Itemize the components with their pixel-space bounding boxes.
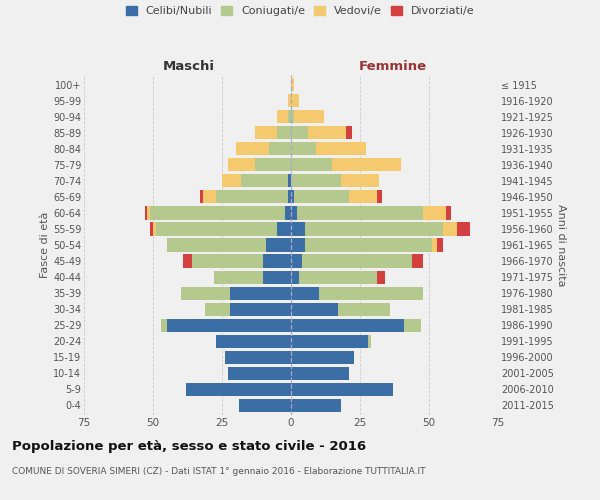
Bar: [167, 318, 291, 332]
Bar: [299, 270, 377, 283]
Text: Popolazione per età, sesso e stato civile - 2016: Popolazione per età, sesso e stato civil…: [12, 440, 366, 453]
Bar: [288, 174, 291, 188]
Bar: [291, 158, 332, 172]
Bar: [341, 174, 379, 188]
Text: Femmine: Femmine: [359, 60, 427, 72]
Bar: [291, 206, 296, 220]
Bar: [346, 126, 352, 140]
Bar: [291, 78, 294, 91]
Bar: [286, 206, 291, 220]
Bar: [291, 142, 316, 156]
Bar: [291, 318, 404, 332]
Bar: [263, 254, 291, 268]
Bar: [291, 366, 349, 380]
Bar: [167, 238, 266, 252]
Bar: [186, 383, 291, 396]
Bar: [412, 254, 424, 268]
Legend: Celibi/Nubili, Coniugati/e, Vedovi/e, Divorziati/e: Celibi/Nubili, Coniugati/e, Vedovi/e, Di…: [121, 1, 479, 20]
Bar: [305, 238, 432, 252]
Bar: [203, 190, 217, 203]
Bar: [222, 174, 241, 188]
Bar: [230, 286, 291, 300]
Bar: [294, 190, 349, 203]
Bar: [424, 206, 446, 220]
Bar: [150, 222, 153, 235]
Text: COMUNE DI SOVERIA SIMERI (CZ) - Dati ISTAT 1° gennaio 2016 - Elaborazione TUTTIT: COMUNE DI SOVERIA SIMERI (CZ) - Dati IST…: [12, 468, 425, 476]
Bar: [153, 222, 156, 235]
Bar: [291, 222, 305, 235]
Bar: [181, 286, 230, 300]
Bar: [263, 270, 291, 283]
Bar: [316, 142, 365, 156]
Bar: [291, 174, 341, 188]
Bar: [277, 126, 291, 140]
Bar: [214, 270, 263, 283]
Bar: [277, 222, 291, 235]
Bar: [291, 110, 294, 124]
Bar: [266, 238, 291, 252]
Bar: [291, 270, 299, 283]
Bar: [145, 206, 148, 220]
Bar: [377, 190, 382, 203]
Bar: [184, 254, 191, 268]
Bar: [305, 222, 443, 235]
Bar: [291, 334, 368, 348]
Bar: [332, 158, 401, 172]
Bar: [191, 254, 263, 268]
Bar: [338, 302, 391, 316]
Bar: [236, 142, 269, 156]
Bar: [288, 94, 291, 107]
Bar: [457, 222, 470, 235]
Bar: [291, 126, 308, 140]
Bar: [269, 142, 291, 156]
Bar: [227, 158, 255, 172]
Bar: [291, 238, 305, 252]
Bar: [156, 222, 277, 235]
Bar: [291, 94, 299, 107]
Bar: [349, 190, 377, 203]
Text: Maschi: Maschi: [163, 60, 215, 72]
Bar: [404, 318, 421, 332]
Bar: [288, 190, 291, 203]
Bar: [161, 318, 167, 332]
Bar: [255, 158, 291, 172]
Bar: [227, 366, 291, 380]
Bar: [291, 302, 338, 316]
Y-axis label: Fasce di età: Fasce di età: [40, 212, 50, 278]
Bar: [308, 126, 346, 140]
Bar: [291, 399, 341, 412]
Bar: [443, 222, 457, 235]
Bar: [291, 254, 302, 268]
Bar: [302, 254, 412, 268]
Bar: [291, 350, 355, 364]
Bar: [225, 350, 291, 364]
Bar: [277, 110, 288, 124]
Bar: [205, 302, 230, 316]
Bar: [217, 190, 288, 203]
Bar: [294, 110, 324, 124]
Bar: [432, 238, 437, 252]
Bar: [377, 270, 385, 283]
Bar: [148, 206, 150, 220]
Bar: [296, 206, 424, 220]
Bar: [291, 286, 319, 300]
Bar: [241, 174, 288, 188]
Bar: [368, 334, 371, 348]
Bar: [291, 383, 393, 396]
Bar: [291, 190, 294, 203]
Bar: [255, 126, 277, 140]
Bar: [446, 206, 451, 220]
Y-axis label: Anni di nascita: Anni di nascita: [556, 204, 566, 286]
Bar: [319, 286, 424, 300]
Bar: [288, 110, 291, 124]
Bar: [150, 206, 286, 220]
Bar: [230, 302, 291, 316]
Bar: [437, 238, 443, 252]
Bar: [200, 190, 203, 203]
Bar: [217, 334, 291, 348]
Bar: [239, 399, 291, 412]
